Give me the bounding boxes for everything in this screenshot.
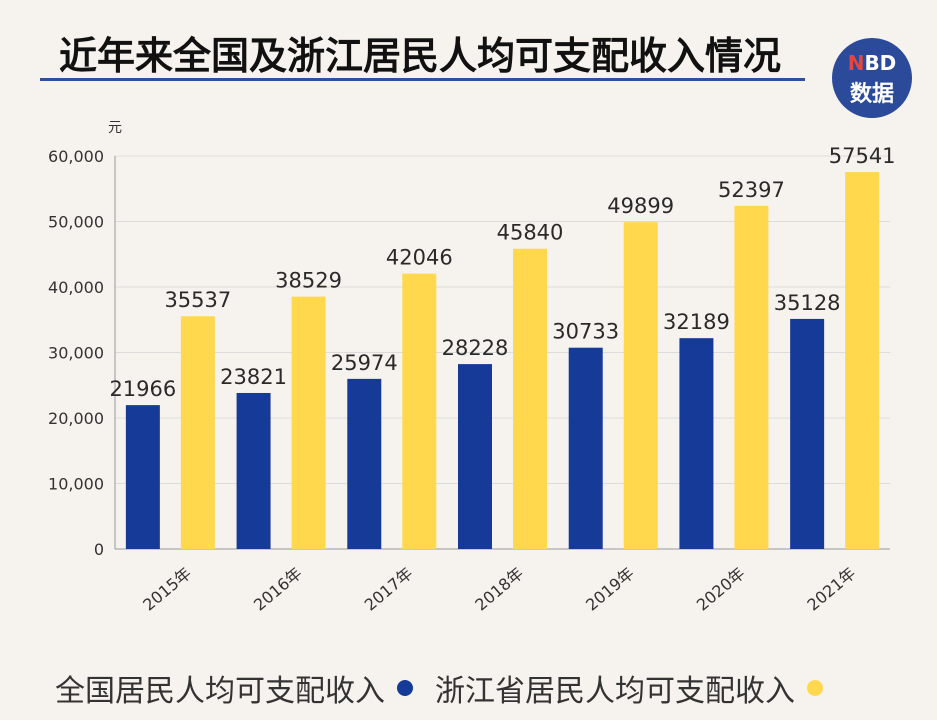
nbd-logo: NBD 数据 (832, 38, 912, 118)
data-label-national: 35128 (774, 291, 841, 315)
y-tick-label: 40,000 (48, 278, 104, 297)
data-label-zhejiang: 45840 (497, 221, 564, 245)
data-label-zhejiang: 38529 (275, 269, 342, 293)
bar-chart: 元 0 10,000 20,000 30,000 40,000 50,000 60,000 21… (48, 120, 896, 615)
logo-text-data: 数据 (849, 82, 894, 107)
x-tick-label: 2021年 (804, 564, 860, 615)
y-tick-label: 30,000 (48, 344, 104, 363)
legend-label-zhejiang: 浙江省居民人均可支配收入 (435, 674, 795, 709)
x-tick-label: 2017年 (361, 564, 417, 615)
data-label-national: 30733 (552, 320, 619, 344)
y-tick-label: 20,000 (48, 409, 104, 428)
data-label-national: 25974 (331, 351, 398, 375)
data-label-zhejiang: 42046 (386, 246, 453, 270)
x-tick-label: 2016年 (250, 564, 306, 615)
logo-letters-bd: BD (864, 51, 897, 75)
bar-national (679, 338, 714, 549)
data-label-zhejiang: 49899 (607, 194, 674, 218)
x-tick-label: 2020年 (693, 564, 749, 615)
bar-zhejiang (291, 296, 326, 549)
bar-national (458, 364, 492, 549)
bar-zhejiang (734, 205, 769, 549)
bar-national (568, 347, 603, 549)
title-underline (40, 78, 805, 81)
legend-dot-national (397, 680, 413, 696)
legend-dot-zhejiang (807, 680, 823, 696)
bar-zhejiang (845, 172, 880, 549)
data-label-zhejiang: 52397 (718, 178, 785, 202)
bar-national (347, 378, 382, 549)
legend-label-national: 全国居民人均可支配收入 (55, 674, 385, 709)
bar-national (125, 405, 160, 549)
logo-letter-n: N (847, 51, 865, 75)
bar-zhejiang (180, 316, 215, 549)
x-tick-label: 2015年 (139, 564, 195, 615)
chart-title: 近年来全国及浙江居民人均可支配收入情况 (58, 34, 781, 78)
data-label-national: 28228 (442, 336, 509, 360)
bar-national (236, 392, 271, 549)
y-tick-label: 60,000 (48, 147, 104, 166)
data-label-national: 21966 (109, 377, 176, 401)
data-label-national: 32189 (663, 310, 730, 334)
bar-zhejiang (402, 273, 437, 549)
x-tick-label: 2019年 (582, 564, 638, 615)
data-label-zhejiang: 35537 (164, 288, 231, 312)
data-label-national: 23821 (220, 365, 287, 389)
y-tick-label: 0 (94, 540, 104, 559)
y-tick-label: 10,000 (48, 475, 104, 494)
legend: 全国居民人均可支配收入 浙江省居民人均可支配收入 (55, 668, 845, 709)
x-tick-label: 2018年 (471, 564, 527, 615)
y-unit-label: 元 (108, 120, 122, 136)
bar-national (790, 318, 825, 549)
bar-zhejiang (513, 248, 547, 550)
data-label-zhejiang: 57541 (829, 144, 896, 168)
bar-zhejiang (623, 222, 658, 549)
y-tick-label: 50,000 (48, 213, 104, 232)
